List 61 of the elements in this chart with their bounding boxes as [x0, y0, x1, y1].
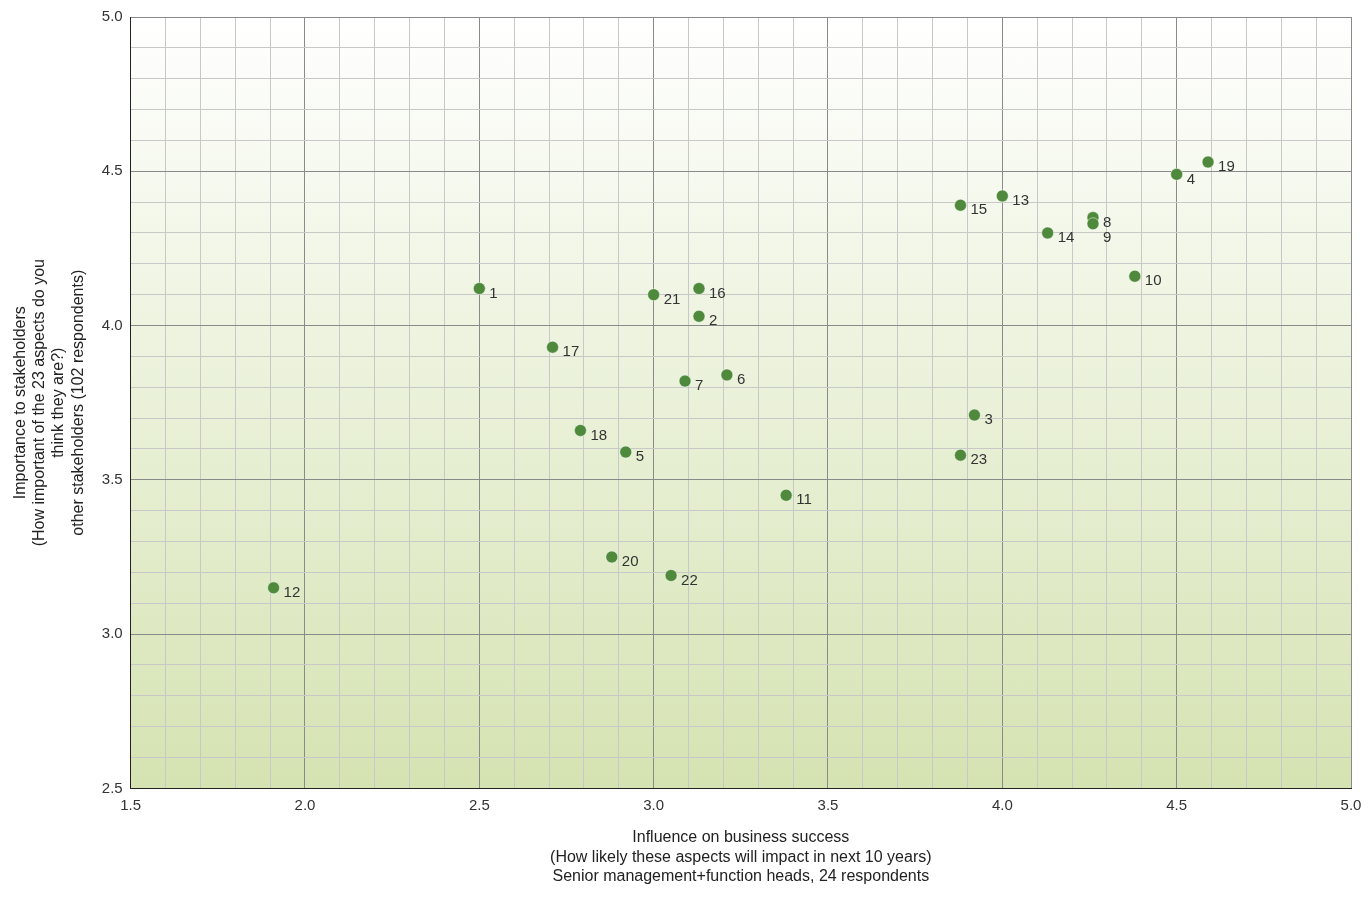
- annotation: 1: [489, 283, 498, 301]
- point: [996, 189, 1009, 203]
- annotation: 7: [695, 376, 704, 394]
- annotation: 3: [984, 410, 993, 428]
- point: [779, 489, 793, 502]
- x-tick-label: 4.0: [991, 795, 1013, 813]
- annotation: 10: [1144, 271, 1162, 289]
- x-tick-label: 2.0: [294, 795, 316, 813]
- point: [1041, 226, 1054, 240]
- point: [267, 581, 280, 595]
- point: [1170, 168, 1183, 181]
- annotation: 13: [1012, 191, 1030, 209]
- point: [647, 288, 660, 301]
- point: [968, 408, 981, 422]
- x-tick-label: 1.5: [120, 795, 142, 813]
- point: [692, 310, 706, 323]
- y-tick-label: 5.0: [101, 7, 123, 25]
- annotation: 4: [1186, 169, 1196, 187]
- point: [954, 198, 967, 212]
- x-axis-title: Influence on business success (How likely these aspects will impact in next 10 years) Senior management+function heads, 24 respondents: [550, 828, 932, 884]
- x-tick-label: 5.0: [1340, 795, 1362, 813]
- x-tick-label: 4.5: [1166, 795, 1188, 813]
- annotation: 18: [590, 425, 608, 443]
- x-tick-label: 3.5: [817, 795, 839, 813]
- y-tick-label: 4.0: [101, 315, 123, 333]
- annotation: 14: [1057, 228, 1075, 246]
- y-tick-label: 4.5: [101, 161, 123, 179]
- point: [692, 282, 706, 295]
- annotation: 23: [970, 450, 988, 468]
- annotation: 6: [736, 370, 746, 388]
- point: [1128, 269, 1142, 283]
- point: [605, 550, 619, 564]
- point: [574, 424, 587, 437]
- annotation: 8: [1102, 212, 1112, 230]
- y-axis-title: Importance to stakeholders (How important of the 23 aspects do you think they are?) other stakeholders (102 respondents): [11, 259, 86, 547]
- annotation: 19: [1218, 157, 1235, 175]
- annotation: 16: [708, 283, 726, 301]
- point: [473, 282, 486, 295]
- annotation: 15: [970, 200, 988, 218]
- x-tick-label: 3.0: [643, 795, 665, 813]
- point: [720, 368, 734, 382]
- point: [1201, 155, 1215, 169]
- annotation: 21: [663, 289, 681, 307]
- annotation: 2: [708, 311, 718, 329]
- annotation: 12: [283, 582, 301, 600]
- annotation: 9: [1102, 227, 1112, 245]
- y-tick-label: 3.0: [101, 624, 123, 642]
- y-tick-label: 2.5: [101, 778, 123, 796]
- point: [954, 448, 967, 462]
- annotation: 11: [796, 490, 812, 508]
- y-tick-label: 3.5: [101, 469, 123, 487]
- annotation: 20: [621, 552, 639, 570]
- x-tick-label: 2.5: [468, 795, 490, 813]
- point: [664, 569, 678, 582]
- point: [619, 445, 633, 459]
- annotation: 5: [635, 447, 645, 465]
- annotation: 17: [562, 342, 580, 360]
- annotation: 22: [681, 570, 698, 588]
- point: [1086, 217, 1100, 230]
- point: [678, 374, 692, 388]
- point: [546, 340, 559, 354]
